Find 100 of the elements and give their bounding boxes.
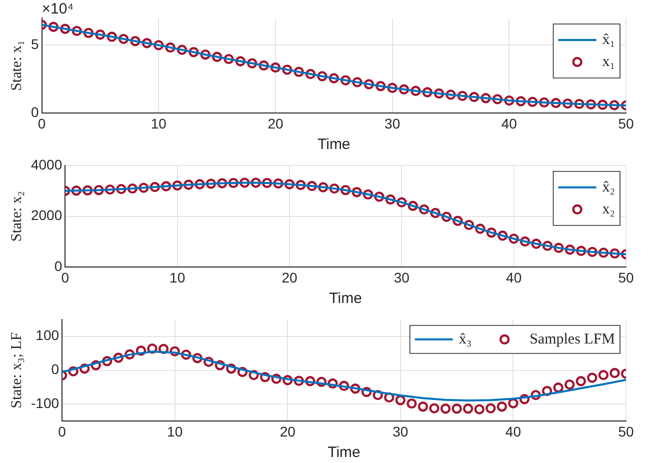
- point: [340, 184, 351, 196]
- point: [188, 47, 199, 58]
- point: [226, 364, 236, 374]
- point: [142, 38, 152, 48]
- y-tick-label: 0: [51, 361, 60, 378]
- y-axis-title: State: x₂: [8, 190, 25, 242]
- point: [587, 372, 598, 383]
- x-tick-label: 10: [150, 115, 167, 132]
- legend-label: x₂: [602, 201, 616, 218]
- x-tick-label: 20: [268, 115, 284, 132]
- point: [214, 360, 226, 370]
- point: [176, 44, 188, 55]
- point: [95, 29, 106, 40]
- point: [372, 390, 383, 400]
- point: [609, 100, 620, 110]
- x-tick-label: 10: [167, 423, 183, 440]
- x-tick-label: 50: [618, 269, 634, 286]
- point: [452, 216, 463, 226]
- point: [161, 181, 172, 192]
- point: [527, 96, 538, 108]
- point: [237, 366, 248, 378]
- point: [294, 376, 304, 386]
- x-axis-title: Time: [329, 290, 362, 308]
- point: [240, 178, 250, 188]
- point: [328, 378, 338, 389]
- point: [306, 180, 318, 192]
- point: [562, 98, 573, 109]
- y-tick-label: 100: [36, 327, 60, 344]
- point: [462, 404, 474, 414]
- point: [550, 98, 561, 108]
- x-tick-label: 50: [618, 423, 634, 440]
- point: [273, 178, 284, 189]
- point: [610, 248, 620, 259]
- point: [396, 197, 407, 208]
- y-tick-label: 0: [30, 104, 39, 120]
- y-tick-label: -100: [30, 395, 60, 412]
- point: [180, 350, 192, 360]
- point: [350, 384, 360, 394]
- y-tick-label: 5: [30, 36, 39, 52]
- y-axis-title: State: x₁: [8, 40, 25, 91]
- legend-label: x̂₂: [602, 179, 616, 196]
- point: [387, 82, 398, 94]
- point: [508, 398, 518, 408]
- point: [68, 366, 78, 376]
- point: [136, 346, 146, 356]
- legend-label: x̂₁: [602, 32, 616, 48]
- point: [158, 344, 169, 354]
- y-tick-label: 0: [54, 258, 62, 274]
- point: [376, 81, 386, 92]
- point: [124, 349, 135, 360]
- point: [127, 183, 138, 194]
- point: [469, 92, 480, 102]
- point: [576, 376, 586, 386]
- point: [475, 224, 486, 234]
- point: [498, 230, 508, 241]
- point: [564, 244, 576, 255]
- point: [554, 242, 564, 253]
- point: [116, 184, 126, 194]
- point: [452, 404, 462, 414]
- point: [338, 380, 350, 392]
- point: [318, 182, 328, 192]
- point: [282, 375, 293, 386]
- y-tick-label: 2000: [30, 207, 62, 224]
- point: [352, 187, 362, 198]
- y-axis-title: State: x₃; LF: [8, 332, 25, 408]
- point: [224, 54, 234, 64]
- text: ×10⁴: [42, 0, 74, 18]
- point: [519, 394, 530, 404]
- point: [260, 372, 270, 382]
- point: [486, 227, 496, 238]
- point: [464, 220, 474, 230]
- point: [361, 386, 372, 398]
- point: [598, 100, 608, 110]
- point: [434, 88, 444, 99]
- point: [520, 236, 530, 247]
- x-tick-label: 20: [282, 269, 298, 286]
- point: [530, 390, 541, 400]
- point: [422, 87, 432, 98]
- point: [247, 58, 258, 68]
- point: [328, 73, 339, 84]
- point: [296, 180, 306, 190]
- x-tick-label: 30: [384, 115, 400, 132]
- x-tick-label: 10: [170, 269, 186, 286]
- point: [542, 386, 552, 396]
- point: [212, 52, 222, 62]
- point: [79, 364, 90, 374]
- x-axis-title: Time: [318, 136, 350, 154]
- x-tick-label: 40: [506, 269, 522, 286]
- point: [586, 99, 596, 110]
- point: [250, 178, 261, 188]
- point: [516, 96, 526, 106]
- point: [102, 356, 112, 366]
- point: [248, 370, 259, 380]
- point: [60, 24, 70, 34]
- point: [531, 238, 542, 249]
- point: [118, 34, 129, 44]
- point: [147, 343, 158, 354]
- point: [217, 178, 228, 188]
- point: [200, 49, 210, 60]
- point: [317, 71, 328, 82]
